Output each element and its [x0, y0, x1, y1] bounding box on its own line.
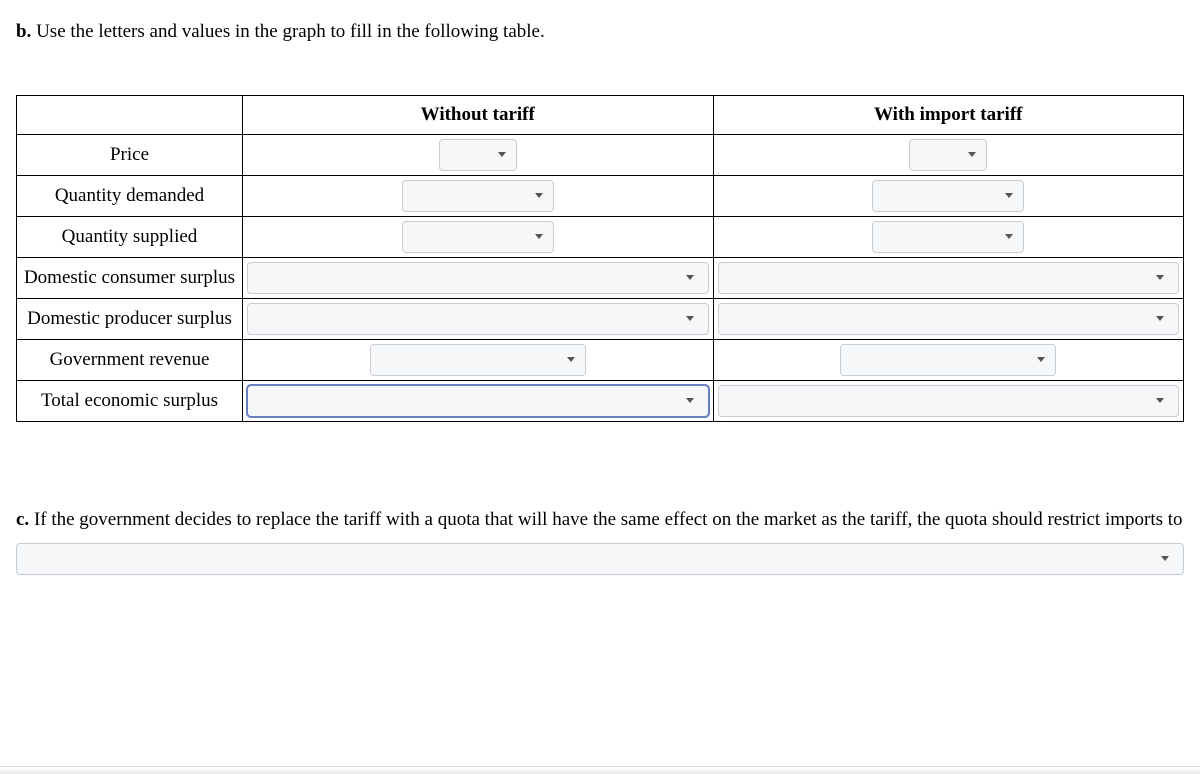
chevron-down-icon — [1156, 398, 1164, 403]
tariff-table: Without tariff With import tariff Price … — [16, 95, 1184, 422]
dropdown-total-without[interactable] — [247, 385, 709, 417]
chevron-down-icon — [1161, 556, 1169, 561]
dropdown-qd-without[interactable] — [402, 180, 554, 212]
label-qty-demanded: Quantity demanded — [17, 175, 243, 216]
question-c: c. If the government decides to replace … — [16, 502, 1184, 575]
dropdown-gov-with[interactable] — [840, 344, 1056, 376]
header-with-import-tariff: With import tariff — [713, 95, 1184, 134]
chevron-down-icon — [498, 152, 506, 157]
chevron-down-icon — [1156, 316, 1164, 321]
row-producer-surplus: Domestic producer surplus — [17, 298, 1184, 339]
dropdown-total-with[interactable] — [718, 385, 1180, 417]
dropdown-ps-with[interactable] — [718, 303, 1180, 335]
row-price: Price — [17, 134, 1184, 175]
chevron-down-icon — [1037, 357, 1045, 362]
dropdown-quota-restrict[interactable] — [16, 543, 1184, 575]
chevron-down-icon — [1005, 234, 1013, 239]
dropdown-price-with[interactable] — [909, 139, 987, 171]
chevron-down-icon — [535, 193, 543, 198]
chevron-down-icon — [535, 234, 543, 239]
dropdown-gov-without[interactable] — [370, 344, 586, 376]
dropdown-qs-without[interactable] — [402, 221, 554, 253]
dropdown-qd-with[interactable] — [872, 180, 1024, 212]
chevron-down-icon — [686, 398, 694, 403]
question-b: b. Use the letters and values in the gra… — [16, 18, 1184, 47]
chevron-down-icon — [686, 316, 694, 321]
chevron-down-icon — [686, 275, 694, 280]
chevron-down-icon — [567, 357, 575, 362]
dropdown-ps-without[interactable] — [247, 303, 709, 335]
header-without-tariff: Without tariff — [243, 95, 714, 134]
label-total-surplus: Total economic surplus — [17, 380, 243, 421]
chevron-down-icon — [968, 152, 976, 157]
label-price: Price — [17, 134, 243, 175]
dropdown-qs-with[interactable] — [872, 221, 1024, 253]
dropdown-cs-without[interactable] — [247, 262, 709, 294]
header-blank — [17, 95, 243, 134]
chevron-down-icon — [1156, 275, 1164, 280]
question-c-letter: c. — [16, 509, 29, 530]
chevron-down-icon — [1005, 193, 1013, 198]
dropdown-cs-with[interactable] — [718, 262, 1180, 294]
dropdown-price-without[interactable] — [439, 139, 517, 171]
label-producer-surplus: Domestic producer surplus — [17, 298, 243, 339]
label-consumer-surplus: Domestic consumer surplus — [17, 257, 243, 298]
question-c-text: If the government decides to replace the… — [34, 509, 1183, 530]
table-header-row: Without tariff With import tariff — [17, 95, 1184, 134]
label-gov-revenue: Government revenue — [17, 339, 243, 380]
row-gov-revenue: Government revenue — [17, 339, 1184, 380]
label-qty-supplied: Quantity supplied — [17, 216, 243, 257]
row-qty-supplied: Quantity supplied — [17, 216, 1184, 257]
question-b-text: Use the letters and values in the graph … — [36, 21, 545, 42]
row-total-surplus: Total economic surplus — [17, 380, 1184, 421]
row-qty-demanded: Quantity demanded — [17, 175, 1184, 216]
question-b-letter: b. — [16, 21, 31, 42]
row-consumer-surplus: Domestic consumer surplus — [17, 257, 1184, 298]
page-bottom-fade — [0, 766, 1200, 774]
